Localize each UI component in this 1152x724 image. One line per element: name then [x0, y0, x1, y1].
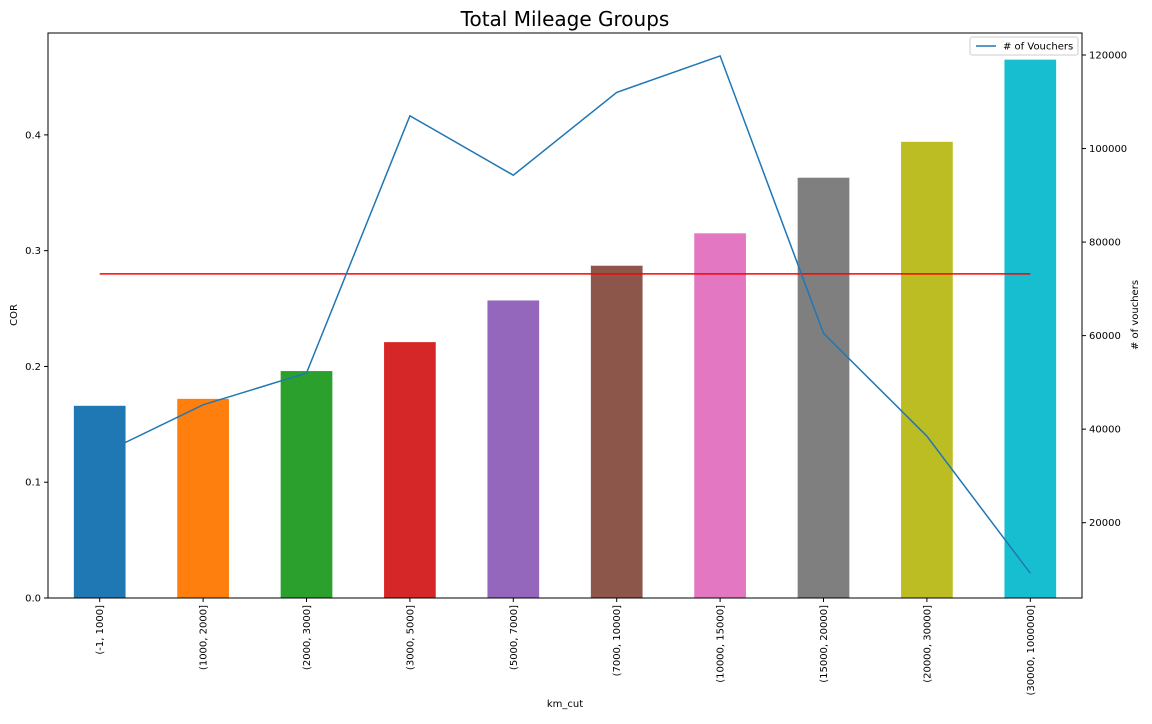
left-y-axis: 0.0 0.1 0.2 0.3 0.4 — [25, 130, 48, 605]
voucher-series-line — [99, 54, 1031, 574]
x-tick-label: (10000, 15000] — [716, 605, 727, 683]
right-y-axis-label: # of vouchers — [1130, 280, 1141, 350]
left-y-tick-label: 0.1 — [25, 478, 41, 489]
left-y-tick-label: 0.0 — [25, 594, 41, 605]
x-tick-label: (15000, 20000] — [819, 605, 830, 683]
bar-7 — [694, 233, 746, 599]
x-tick-label: (1000, 2000] — [199, 605, 210, 670]
bar-2 — [177, 398, 229, 598]
bar-8 — [797, 177, 850, 598]
right-y-tick-label: 120000 — [1089, 50, 1127, 61]
voucher-line-layer — [99, 54, 1031, 574]
right-y-tick-label: 100000 — [1089, 144, 1127, 155]
bar-5 — [487, 300, 540, 598]
bar-1 — [73, 405, 126, 598]
legend: # of Vouchers — [969, 36, 1079, 56]
right-y-tick-label: 20000 — [1089, 518, 1121, 529]
x-tick-label: (30000, 1000000] — [1026, 605, 1037, 696]
x-tick-label: (5000, 7000] — [509, 605, 520, 670]
left-y-tick-label: 0.2 — [25, 362, 41, 373]
bar-6 — [590, 265, 643, 598]
right-y-tick-label: 80000 — [1089, 238, 1121, 249]
x-tick-label: (3000, 5000] — [405, 605, 416, 670]
legend-label: # of Vouchers — [1003, 42, 1073, 53]
right-y-tick-label: 60000 — [1089, 331, 1121, 342]
x-tick-label: (20000, 30000] — [922, 605, 933, 683]
plot-frame — [47, 32, 1083, 599]
x-tick-label: (2000, 3000] — [302, 605, 313, 670]
bars-layer — [73, 59, 1057, 599]
bar-9 — [901, 141, 953, 598]
left-y-tick-label: 0.4 — [25, 130, 41, 141]
bar-3 — [280, 371, 333, 598]
left-y-axis-label: COR — [9, 304, 20, 326]
left-y-tick-label: 0.3 — [25, 246, 41, 257]
x-axis-label: km_cut — [547, 699, 583, 710]
x-tick-label: (7000, 10000] — [612, 605, 623, 677]
bar-10 — [1004, 59, 1057, 598]
chart-title: Total Mileage Groups — [460, 7, 670, 31]
right-y-axis: 20000 40000 60000 80000 100000 120000 — [1082, 50, 1127, 529]
x-tick-label: (-1, 1000] — [95, 605, 106, 655]
legend-box — [969, 36, 1079, 56]
x-axis: (-1, 1000] (1000, 2000] (2000, 3000] (3000,… — [95, 598, 1037, 696]
bar-4 — [384, 342, 436, 598]
right-y-tick-label: 40000 — [1089, 425, 1121, 436]
